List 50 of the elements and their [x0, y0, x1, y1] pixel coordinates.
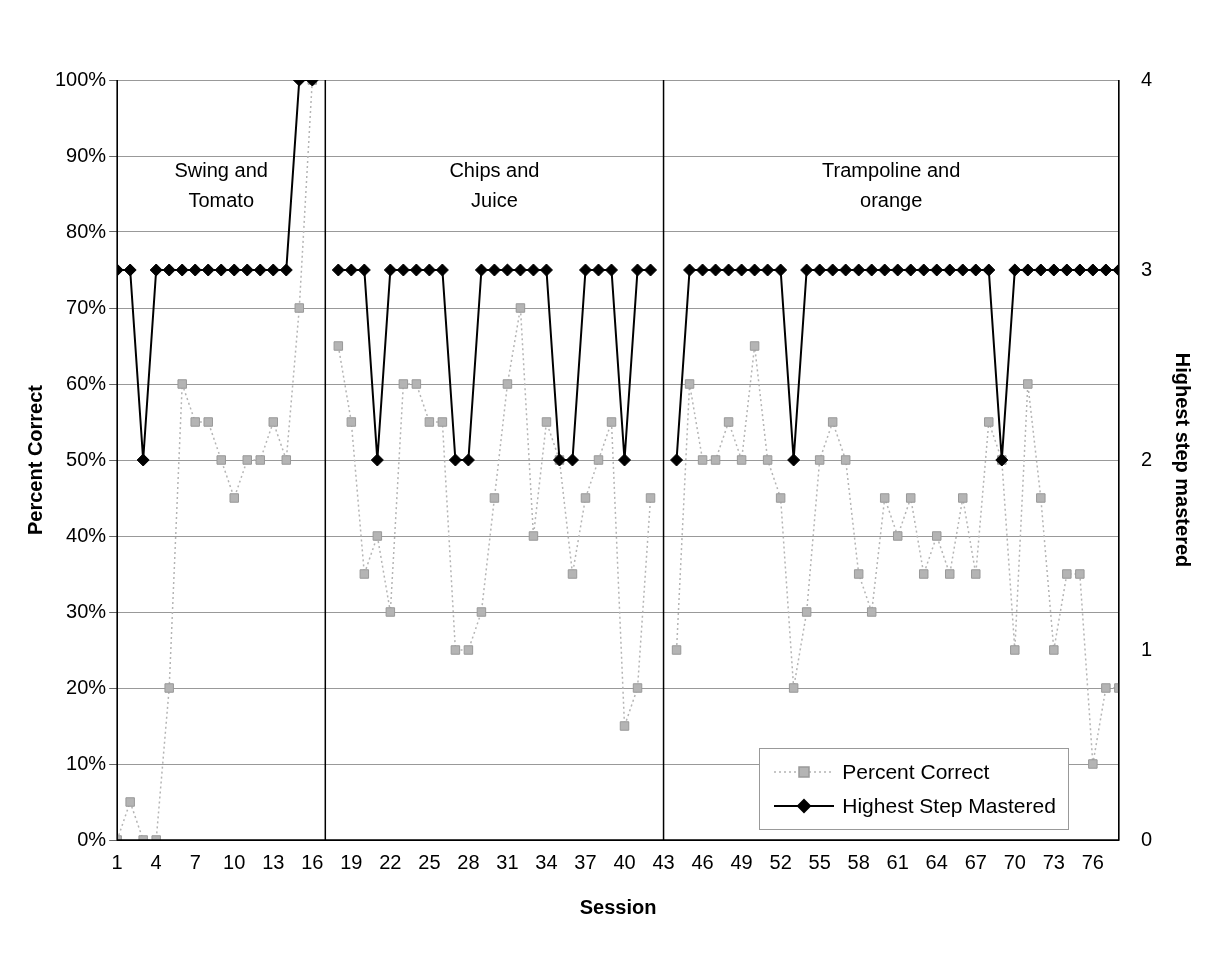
- x-tick-label: 25: [418, 850, 441, 873]
- x-tick-label: 13: [262, 850, 285, 873]
- x-tick-label: 7: [189, 850, 201, 873]
- x-tick-label: 58: [847, 850, 870, 873]
- y-tick-label: 40%: [66, 523, 107, 546]
- x-tick-label: 28: [457, 850, 480, 873]
- x-tick-label: 1: [111, 850, 123, 873]
- x-tick-label: 70: [1003, 850, 1026, 873]
- x-tick-label: 22: [379, 850, 402, 873]
- x-tick-label: 31: [496, 850, 519, 873]
- y-tick-label: 60%: [66, 371, 107, 394]
- x-tick-label: 19: [340, 850, 363, 873]
- x-tick-label: 37: [574, 850, 597, 873]
- x-tick-label: 73: [1042, 850, 1065, 873]
- x-tick-label: 76: [1081, 850, 1104, 873]
- y-tick-label: 70%: [66, 295, 107, 318]
- y-tick-label: 100%: [55, 67, 107, 90]
- annotation: Chips and Juice: [449, 158, 540, 211]
- x-tick-label: 61: [886, 850, 909, 873]
- x-tick-label: 34: [535, 850, 558, 873]
- x-tick-label: 40: [613, 850, 636, 873]
- annotation: Trampoline and orange: [822, 158, 961, 211]
- y2-tick-label: 1: [1140, 637, 1152, 660]
- y-tick-label: 30%: [66, 599, 107, 622]
- annotation: Swing and Tomato: [174, 158, 268, 211]
- y-tick-label: 90%: [66, 143, 107, 166]
- x-tick-label: 4: [150, 850, 162, 873]
- y-tick-label: 20%: [66, 675, 107, 698]
- y-axis-title: Percent Correct: [23, 384, 46, 536]
- y2-tick-label: 2: [1140, 447, 1152, 470]
- legend-label: Highest Step Mastered: [842, 794, 1056, 818]
- x-tick-label: 64: [925, 850, 948, 873]
- x-tick-label: 43: [652, 850, 675, 873]
- y-tick-label: 80%: [66, 219, 107, 242]
- x-tick-label: 52: [769, 850, 792, 873]
- x-tick-label: 67: [964, 850, 987, 873]
- y2-tick-label: 4: [1140, 67, 1152, 90]
- x-tick-label: 55: [808, 850, 831, 873]
- x-tick-label: 10: [223, 850, 246, 873]
- y-tick-label: 50%: [66, 447, 107, 470]
- x-tick-label: 49: [730, 850, 753, 873]
- y2-axis-title: Highest step mastered: [1172, 352, 1195, 568]
- legend-label: Percent Correct: [842, 760, 990, 784]
- x-tick-label: 16: [301, 850, 324, 873]
- y-tick-label: 0%: [77, 827, 107, 850]
- y2-tick-label: 3: [1140, 257, 1152, 280]
- y2-tick-label: 0: [1140, 827, 1152, 850]
- x-tick-label: 46: [691, 850, 714, 873]
- x-axis-title: Session: [579, 895, 657, 918]
- y-tick-label: 10%: [66, 751, 107, 774]
